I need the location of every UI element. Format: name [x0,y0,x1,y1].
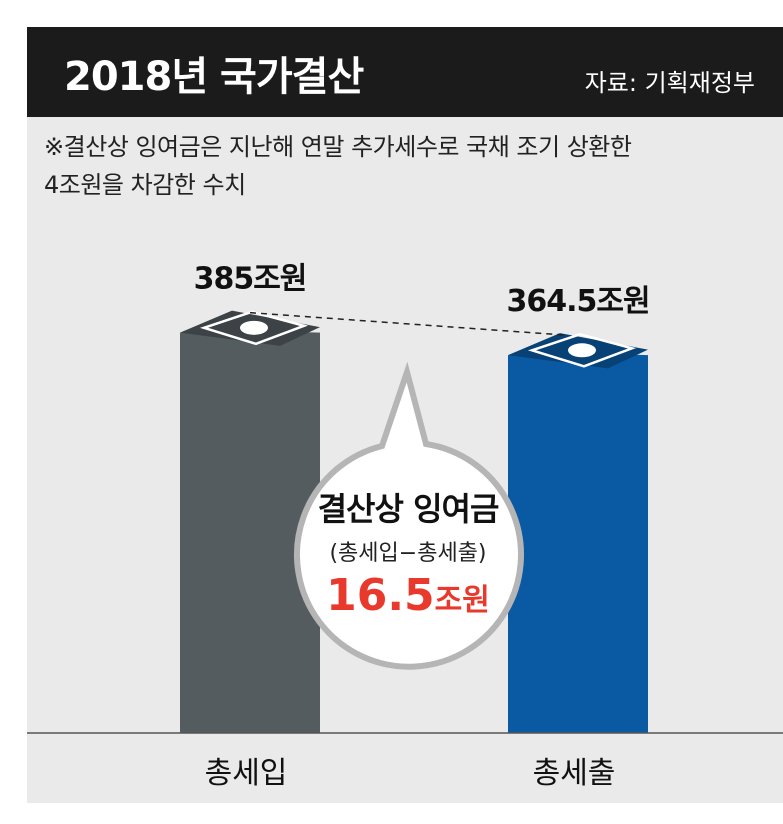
bar-body [508,352,648,733]
callout-title: 결산상 잉여금 [318,490,499,528]
bar-top-plate [199,310,309,346]
callout-value: 16.5조원 [326,570,490,621]
footnote: ※결산상 잉여금은 지난해 연말 추가세수로 국채 조기 상환한 4조원을 차감… [44,128,764,204]
bar-top-coin [240,320,268,335]
surplus-callout: 결산상 잉여금 (총세입−총세출) 16.5조원 [293,361,524,670]
bar-1 [180,310,320,733]
callout-value-unit: 조원 [435,583,490,618]
bar-value-label-2: 364.5조원 [506,284,649,319]
bar-top-plate [527,332,637,368]
bar-2 [508,332,648,733]
footnote-line-1: ※결산상 잉여금은 지난해 연말 추가세수로 국채 조기 상환한 [44,133,632,161]
bar-body [180,330,320,733]
source-label: 자료: 기획재정부 [584,69,755,97]
chart-title: 2018년 국가결산 [64,54,364,100]
bar-top-coin [568,343,596,358]
x-tick-label-2: 총세출 [533,756,616,791]
callout-subtitle: (총세입−총세출) [329,541,486,566]
callout-value-number: 16.5 [326,570,435,621]
header-bar [27,27,783,117]
footnote-line-2: 4조원을 차감한 수치 [44,171,246,199]
bar-value-label-1: 385조원 [194,262,307,297]
connector-dashed-line [249,311,567,336]
x-tick-label-1: 총세입 [205,756,288,791]
callout-bubble [293,361,524,670]
